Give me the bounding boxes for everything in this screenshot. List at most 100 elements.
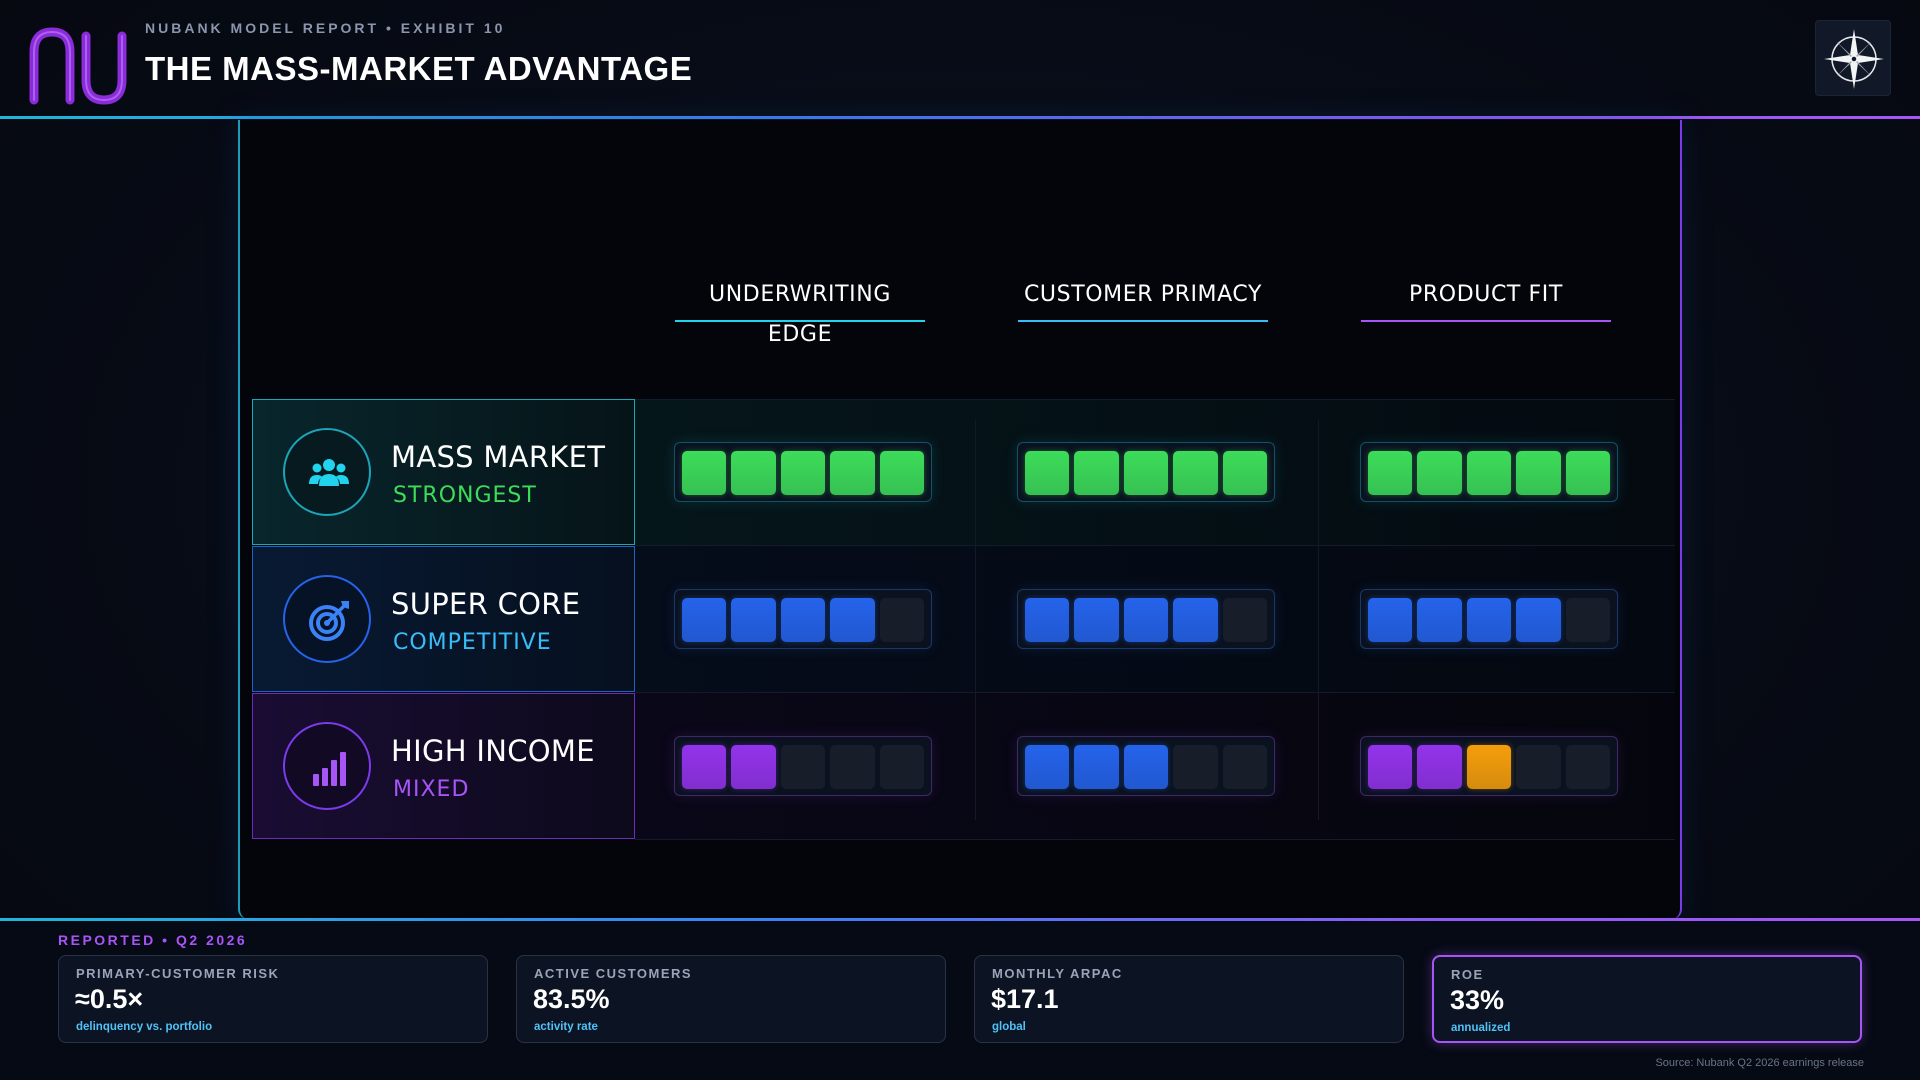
kpi-subtext: global <box>992 1021 1026 1033</box>
score-segment-filled <box>1222 451 1268 495</box>
score-meter <box>1360 589 1618 649</box>
score-segment-empty <box>1222 598 1268 642</box>
kpi-subtext: delinquency vs. portfolio <box>76 1021 213 1033</box>
score-segment-filled <box>1516 451 1561 495</box>
reported-label: REPORTED • Q2 2026 <box>58 932 248 948</box>
score-segment-filled <box>682 598 727 642</box>
score-segment-filled <box>1466 451 1512 495</box>
score-segment-filled <box>682 745 727 789</box>
row-label-super-core: SUPER CORE COMPETITIVE <box>252 546 635 692</box>
row-divider <box>635 399 1675 400</box>
score-segment-filled <box>1368 745 1413 789</box>
score-meter <box>1017 442 1275 502</box>
score-segment-filled <box>1025 451 1070 495</box>
column-underline <box>1361 320 1611 322</box>
matrix-panel: UNDERWRITING EDGE CUSTOMER PRIMACY PRODU… <box>238 120 1682 919</box>
column-divider <box>975 420 976 820</box>
column-underline <box>1018 320 1268 322</box>
kpi-value: $17.1 <box>991 984 1059 1014</box>
page-title: THE MASS-MARKET ADVANTAGE <box>145 50 693 87</box>
kpi-label: ROE <box>1451 967 1484 982</box>
column-header-product-fit: PRODUCT FIT <box>1361 275 1611 325</box>
column-header-label: CUSTOMER PRIMACY <box>1023 282 1263 307</box>
score-segment-filled <box>1173 451 1218 495</box>
kpi-card-primary-customer-risk: PRIMARY-CUSTOMER RISK ≈0.5× delinquency … <box>58 955 488 1043</box>
score-meter <box>674 442 932 502</box>
row-name: MASS MARKET <box>391 440 606 474</box>
score-segment-empty <box>830 745 875 789</box>
score-segment-filled <box>1417 451 1462 495</box>
score-segment-filled <box>1516 598 1561 642</box>
kpi-card-active-customers: ACTIVE CUSTOMERS 83.5% activity rate <box>516 955 946 1043</box>
score-segment-empty <box>1565 745 1611 789</box>
score-segment-filled <box>1417 598 1462 642</box>
kpi-value: ≈0.5× <box>75 984 144 1014</box>
column-header-underwriting-edge: UNDERWRITING EDGE <box>675 275 925 347</box>
target-icon <box>283 575 371 663</box>
score-segment-filled <box>830 451 875 495</box>
kpi-value: 33% <box>1450 985 1505 1015</box>
score-segment-filled <box>780 451 826 495</box>
row-divider <box>635 839 1675 840</box>
column-divider <box>1318 420 1319 820</box>
score-segment-filled <box>1025 598 1070 642</box>
score-segment-filled <box>1173 598 1218 642</box>
row-tier: COMPETITIVE <box>393 630 552 655</box>
row-tier: MIXED <box>393 777 470 802</box>
column-header-label: UNDERWRITING EDGE <box>709 282 891 347</box>
score-segment-empty <box>1173 745 1218 789</box>
score-segment-empty <box>1222 745 1268 789</box>
score-segment-filled <box>1123 745 1169 789</box>
score-segment-filled <box>830 598 875 642</box>
score-meter <box>1360 442 1618 502</box>
score-meter <box>1017 589 1275 649</box>
score-segment-filled <box>1025 745 1070 789</box>
score-segment-filled <box>1123 598 1169 642</box>
kpi-label: MONTHLY ARPAC <box>992 966 1123 981</box>
kpi-value: 83.5% <box>533 984 610 1014</box>
score-meter <box>674 736 932 796</box>
score-segment-filled <box>1123 451 1169 495</box>
kpi-card-monthly-arpac: MONTHLY ARPAC $17.1 global <box>974 955 1404 1043</box>
row-name: SUPER CORE <box>391 587 581 621</box>
score-meter <box>1017 736 1275 796</box>
bar-chart-icon <box>283 722 371 810</box>
score-segment-empty <box>780 745 826 789</box>
row-label-mass-market: MASS MARKET STRONGEST <box>252 399 635 545</box>
score-meter <box>1360 736 1618 796</box>
score-segment-filled <box>780 598 826 642</box>
score-meter <box>674 589 932 649</box>
score-segment-filled <box>731 451 776 495</box>
row-name: HIGH INCOME <box>391 734 595 768</box>
users-group-icon <box>283 428 371 516</box>
row-tier: STRONGEST <box>393 483 537 508</box>
score-segment-empty <box>1516 745 1561 789</box>
score-segment-filled <box>1466 745 1512 789</box>
score-segment-filled <box>1074 745 1119 789</box>
score-segment-filled <box>682 451 727 495</box>
column-underline <box>675 320 925 322</box>
column-header-customer-primacy: CUSTOMER PRIMACY <box>1018 275 1268 325</box>
kpi-card-roe: ROE 33% annualized <box>1432 955 1862 1043</box>
score-segment-filled <box>731 598 776 642</box>
kpi-subtext: annualized <box>1451 1022 1511 1034</box>
score-segment-filled <box>731 745 776 789</box>
score-segment-filled <box>1466 598 1512 642</box>
row-label-high-income: HIGH INCOME MIXED <box>252 693 635 839</box>
column-header-label: PRODUCT FIT <box>1409 282 1563 307</box>
row-divider <box>635 692 1675 693</box>
compass-rose-icon <box>1815 20 1891 96</box>
kpi-subtext: activity rate <box>534 1021 598 1033</box>
kpi-label: ACTIVE CUSTOMERS <box>534 966 693 981</box>
header: NUBANK MODEL REPORT • EXHIBIT 10 THE MAS… <box>0 0 1920 119</box>
score-segment-filled <box>1417 745 1462 789</box>
score-segment-filled <box>1074 451 1119 495</box>
nu-logo <box>29 27 127 105</box>
footer-divider <box>0 918 1920 921</box>
score-segment-empty <box>1565 598 1611 642</box>
score-segment-filled <box>1368 598 1413 642</box>
score-segment-filled <box>1074 598 1119 642</box>
report-eyebrow: NUBANK MODEL REPORT • EXHIBIT 10 <box>145 20 506 36</box>
score-segment-filled <box>1368 451 1413 495</box>
score-segment-filled <box>1565 451 1611 495</box>
